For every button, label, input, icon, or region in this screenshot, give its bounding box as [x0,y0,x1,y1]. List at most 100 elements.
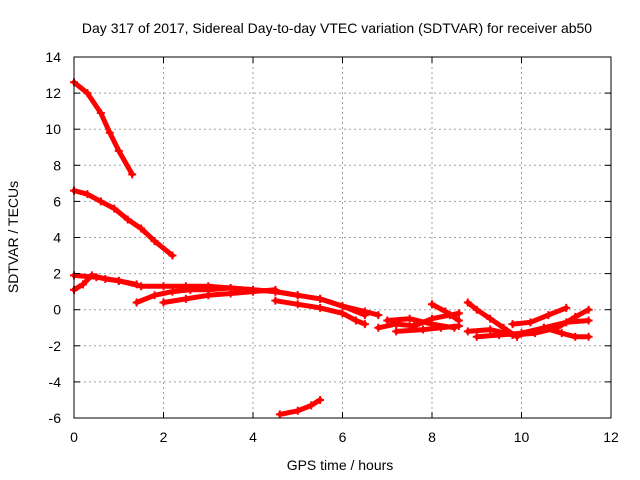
y-tick-label: -4 [49,374,62,390]
series-arc-7 [271,296,369,329]
data-point [419,325,428,334]
data-point [360,320,369,329]
data-point [463,327,472,336]
series-layer [70,78,593,419]
data-point [159,298,168,307]
series-arc-9 [316,294,383,320]
x-tick-label: 0 [70,429,78,445]
data-point [159,282,168,291]
data-point [383,316,392,325]
x-tick-label: 8 [428,429,436,445]
x-tick-label: 4 [249,429,257,445]
data-point [472,305,481,314]
data-point [271,285,280,294]
x-axis-title: GPS time / hours [287,457,394,473]
data-point [123,215,132,224]
data-point [83,89,92,98]
y-tick-label: 4 [53,230,61,246]
x-tick-label: 2 [160,429,168,445]
y-tick-label: 2 [53,266,61,282]
x-tick-label: 10 [514,429,530,445]
series-arc-12 [392,321,463,336]
data-point [150,291,159,300]
data-point [584,305,593,314]
series-trace [71,79,135,177]
data-point [293,300,302,309]
series-trace [541,325,592,340]
data-point [150,237,159,246]
axis-ticks: 0 2 4 6 8 10 12 -6 -4 -2 0 2 4 6 8 10 12 14 [45,49,619,445]
y-tick-label: 0 [53,302,61,318]
y-tick-label: 10 [45,121,61,137]
y-axis-title: SDTVAR / TECUs [5,181,21,293]
data-point [584,316,593,325]
data-point [463,298,472,307]
data-point [293,406,302,415]
data-point [128,170,137,179]
data-point [539,323,548,332]
series-trace [393,323,462,334]
data-point [562,303,571,312]
data-point [454,309,463,318]
series-arc-18 [539,323,593,341]
data-point [351,316,360,325]
data-point [275,410,284,419]
data-point [96,108,105,117]
data-point [557,329,566,338]
data-point [92,273,101,282]
data-point [83,190,92,199]
data-point [526,318,535,327]
data-point [584,332,593,341]
series-trace [510,305,569,327]
data-point [405,314,414,323]
data-point [374,311,383,320]
series-arc-13 [428,300,463,325]
data-point [226,289,235,298]
data-point [181,294,190,303]
data-point [186,285,195,294]
data-point [168,251,177,260]
series-trace [317,296,381,318]
x-tick-label: 12 [603,429,619,445]
data-point [249,287,257,296]
data-point [392,327,401,336]
data-point [114,276,123,285]
data-point [472,332,481,341]
data-point [168,287,177,296]
series-arc-16 [472,316,593,341]
series-arc-17 [508,303,571,329]
data-point [96,197,105,206]
series-trace [71,188,175,258]
data-point [316,395,325,404]
y-tick-label: 6 [53,193,61,209]
series-arc-2 [70,186,177,260]
data-point [307,401,316,410]
data-point [436,323,445,332]
data-point [508,320,517,329]
data-point [428,300,436,309]
data-point [114,146,123,155]
data-point [105,128,114,137]
data-point [486,325,495,334]
data-point [360,307,369,316]
series-arc-6 [159,285,280,307]
data-point [338,309,347,318]
series-arc-1 [70,78,137,179]
data-point [78,280,87,289]
series-arc-8 [275,395,325,419]
series-trace [277,397,323,417]
data-point [271,296,280,305]
y-tick-label: 8 [53,157,61,173]
data-point [486,314,495,323]
data-point [338,302,347,311]
data-point [204,291,213,300]
data-point [544,311,553,320]
data-point [137,224,146,233]
data-point [562,318,571,327]
y-tick-label: 12 [45,85,61,101]
data-point [454,316,463,325]
data-point [137,282,146,291]
data-point [517,329,526,338]
data-point [110,204,119,213]
